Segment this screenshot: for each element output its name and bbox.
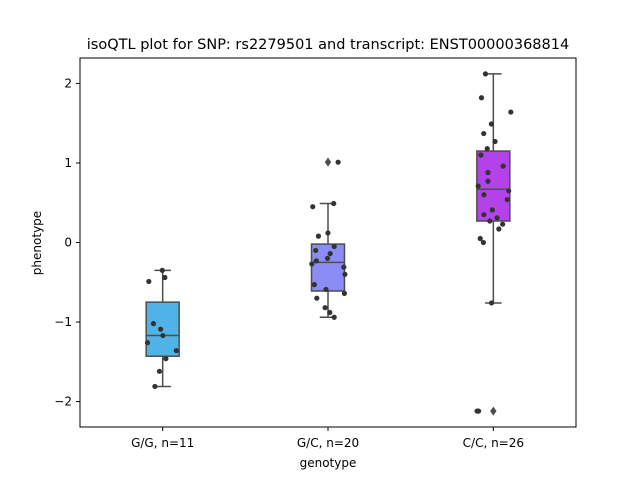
data-point bbox=[342, 271, 348, 277]
outlier-marker bbox=[324, 157, 332, 167]
data-point bbox=[325, 230, 331, 236]
data-point bbox=[485, 178, 491, 184]
data-point bbox=[327, 309, 333, 316]
chart-title: isoQTL plot for SNP: rs2279501 and trans… bbox=[87, 37, 569, 53]
data-point bbox=[500, 163, 506, 169]
data-point bbox=[324, 255, 331, 262]
data-point bbox=[481, 212, 487, 218]
data-point bbox=[475, 183, 481, 189]
data-point bbox=[484, 146, 490, 152]
x-tick-label: C/C, n=26 bbox=[463, 436, 524, 450]
data-point bbox=[480, 239, 486, 246]
y-tick-label: 2 bbox=[64, 76, 72, 90]
data-point bbox=[156, 368, 163, 374]
x-axis-label: genotype bbox=[300, 456, 357, 470]
data-point bbox=[322, 305, 328, 311]
data-point bbox=[488, 300, 495, 306]
data-point bbox=[146, 278, 152, 285]
y-axis: −2 −1 0 1 2 bbox=[54, 76, 80, 409]
data-point bbox=[494, 215, 500, 221]
data-point bbox=[158, 326, 164, 332]
data-point bbox=[482, 71, 489, 77]
data-point bbox=[481, 192, 487, 198]
box-group bbox=[309, 157, 348, 320]
data-point bbox=[341, 264, 347, 270]
data-point bbox=[500, 221, 506, 227]
x-tick-label: G/G, n=11 bbox=[131, 436, 194, 450]
data-point bbox=[173, 348, 179, 354]
data-point bbox=[313, 247, 319, 254]
data-point bbox=[487, 218, 493, 224]
data-point bbox=[323, 286, 329, 293]
y-tick-label: −2 bbox=[54, 395, 72, 409]
data-point bbox=[314, 295, 320, 301]
y-tick-label: −1 bbox=[54, 315, 72, 329]
data-point bbox=[504, 196, 510, 203]
data-point bbox=[474, 408, 480, 414]
data-point bbox=[331, 314, 337, 320]
data-point bbox=[492, 138, 498, 145]
data-point bbox=[327, 251, 333, 257]
data-point bbox=[144, 340, 151, 346]
data-point bbox=[488, 121, 494, 127]
data-point bbox=[481, 130, 487, 137]
data-point bbox=[478, 152, 484, 158]
data-point bbox=[341, 290, 348, 296]
box-group bbox=[144, 267, 180, 390]
data-point bbox=[310, 204, 316, 210]
data-point bbox=[160, 332, 166, 339]
data-point bbox=[506, 188, 512, 194]
data-point bbox=[496, 226, 502, 232]
y-tick-label: 0 bbox=[64, 236, 72, 250]
outlier-marker bbox=[490, 406, 497, 416]
data-point bbox=[478, 95, 485, 101]
data-point bbox=[309, 261, 315, 267]
data-point bbox=[313, 258, 319, 264]
y-axis-label: phenotype bbox=[30, 211, 44, 275]
data-point bbox=[163, 356, 169, 362]
data-point bbox=[311, 282, 317, 288]
plot-area bbox=[79, 57, 577, 428]
data-point bbox=[331, 243, 337, 250]
data-point bbox=[159, 267, 165, 273]
data-point bbox=[335, 159, 341, 165]
data-point bbox=[152, 383, 158, 390]
data-point bbox=[489, 207, 495, 213]
x-tick-label: G/C, n=20 bbox=[297, 436, 359, 450]
box-group bbox=[474, 71, 514, 416]
y-tick-label: 1 bbox=[64, 156, 72, 170]
data-point bbox=[508, 109, 514, 115]
data-point bbox=[485, 169, 491, 176]
data-point bbox=[477, 235, 483, 242]
data-point bbox=[331, 200, 337, 207]
x-axis: G/G, n=11 G/C, n=20 C/C, n=26 bbox=[131, 427, 524, 450]
data-point bbox=[162, 274, 168, 281]
data-point bbox=[315, 233, 322, 239]
data-point bbox=[150, 321, 157, 327]
